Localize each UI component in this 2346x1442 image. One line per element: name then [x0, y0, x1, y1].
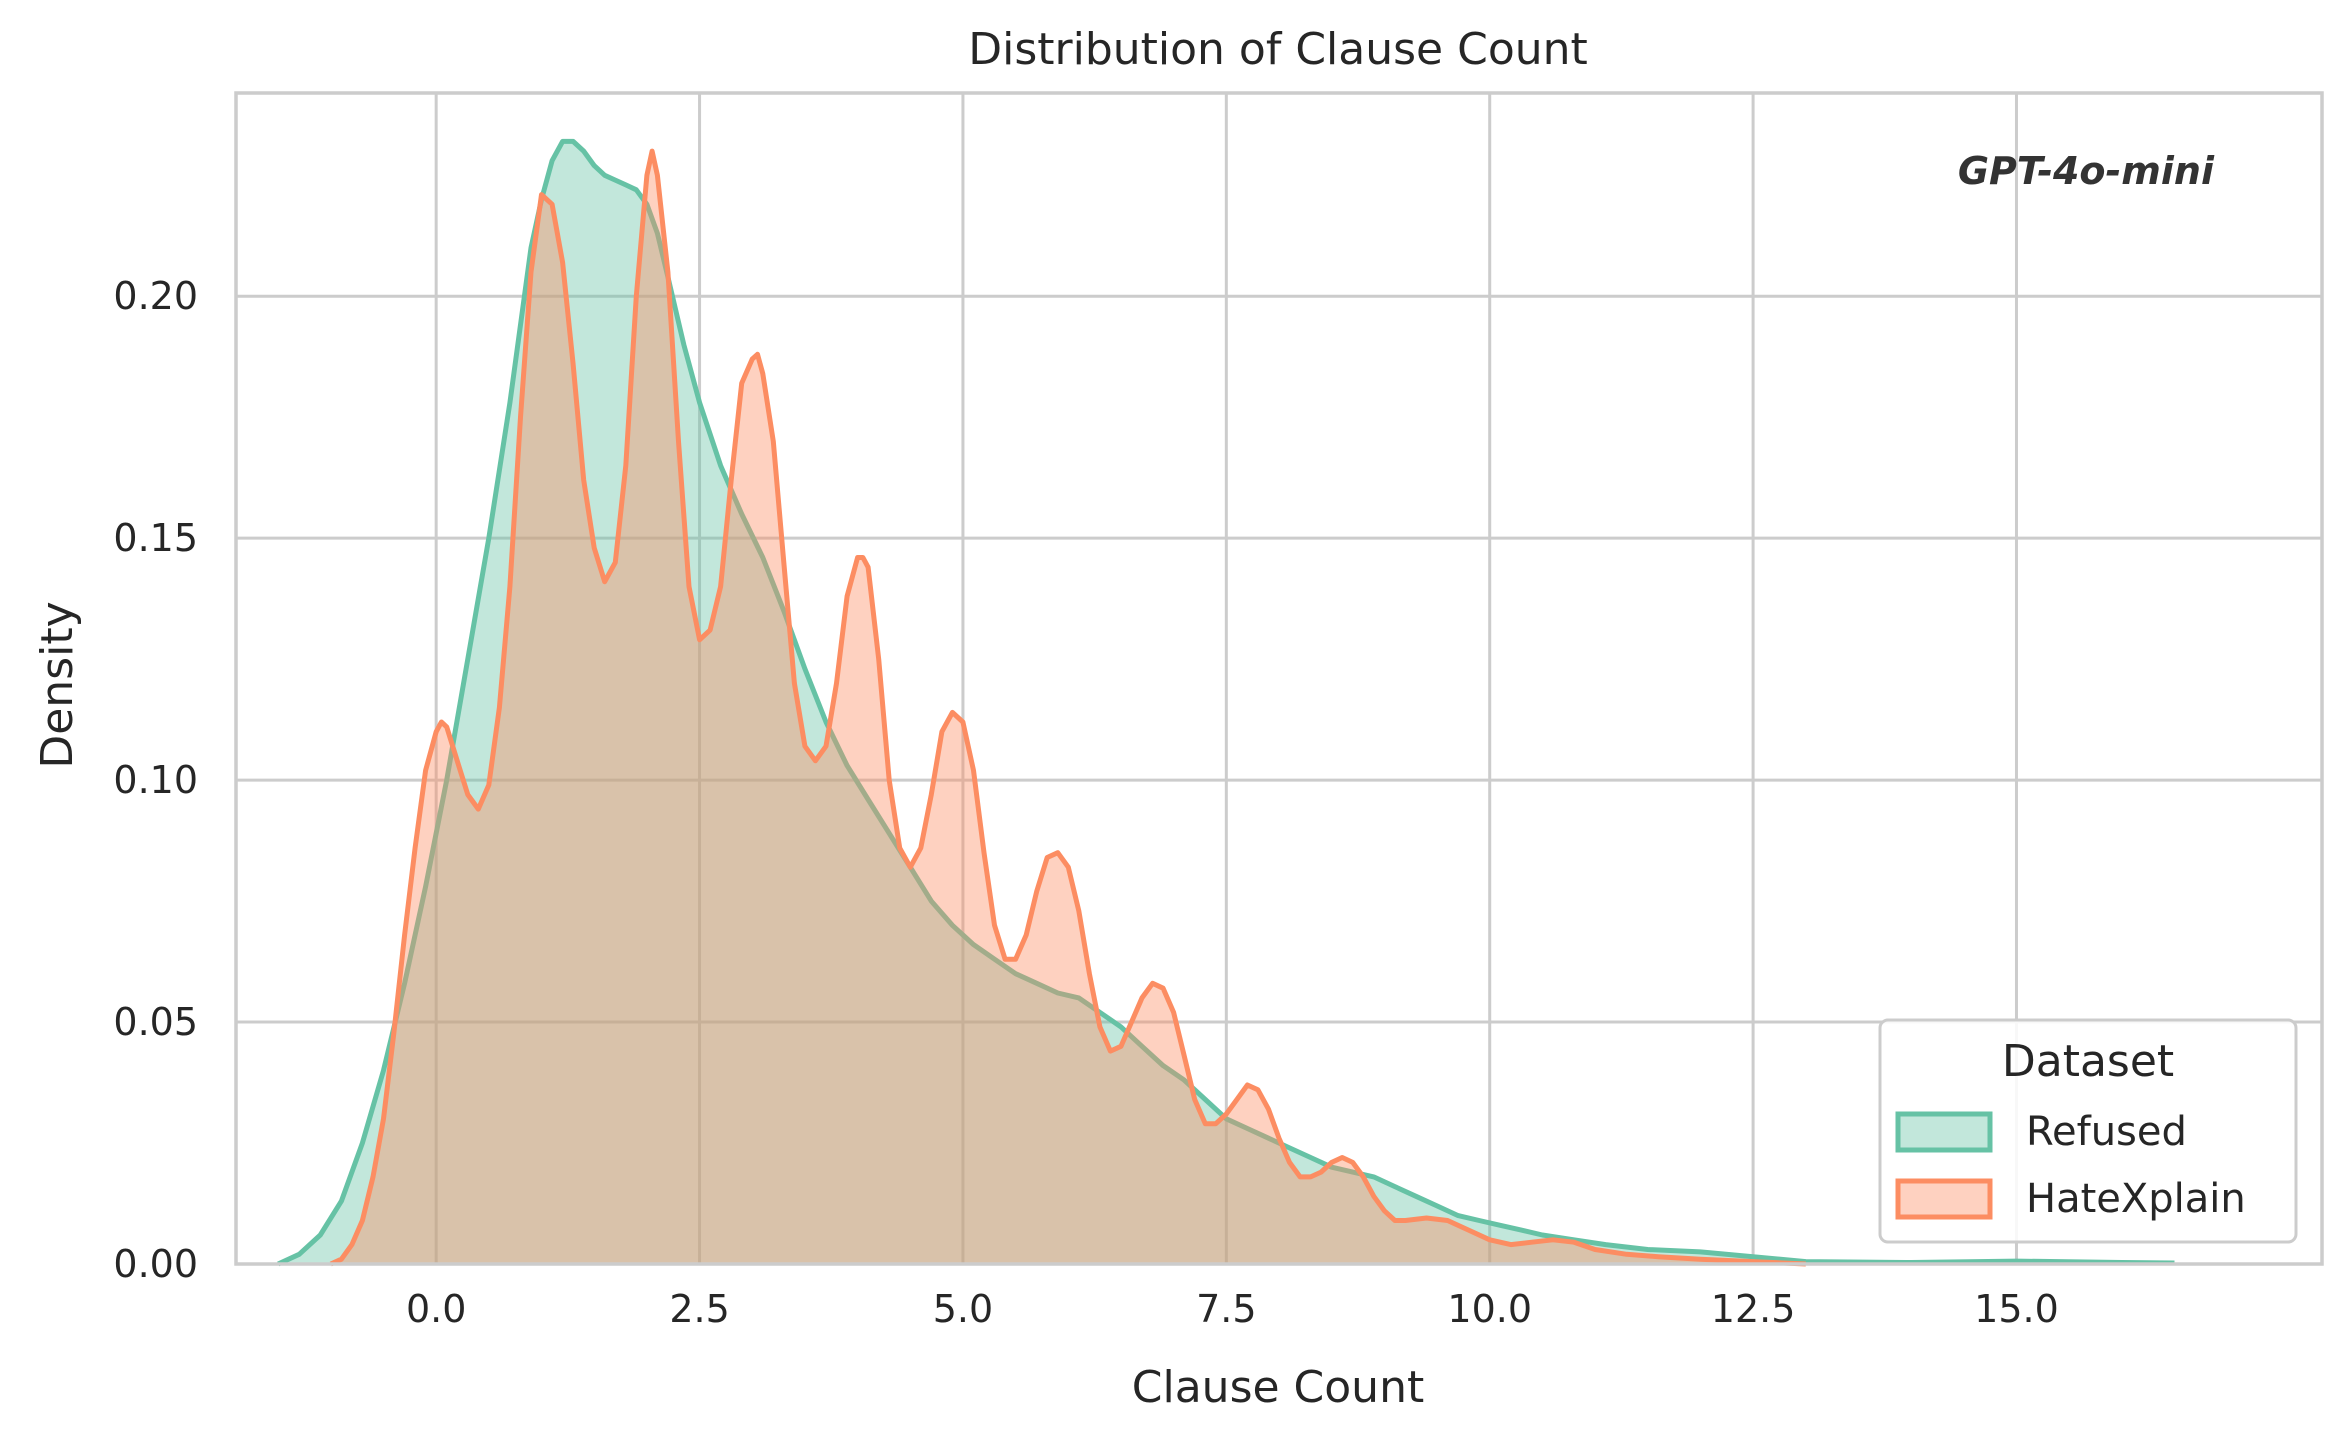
y-tick-label: 0.15 [113, 516, 198, 560]
y-tick-label: 0.05 [113, 1000, 198, 1044]
x-axis-label: Clause Count [1132, 1362, 1424, 1413]
y-tick-label: 0.20 [113, 274, 198, 318]
y-axis-label: Density [32, 601, 83, 768]
series-line-hatexplain [329, 148, 1806, 1267]
series-area-refused [278, 141, 2175, 1264]
x-tick-label: 2.5 [669, 1287, 729, 1331]
x-tick-labels: 0.0 2.5 5.0 7.5 10.0 12.5 15.0 [406, 1287, 2059, 1331]
legend-swatch-refused [1895, 1111, 1993, 1153]
plot-frame [234, 91, 2324, 1266]
x-tick-label: 7.5 [1196, 1287, 1256, 1331]
x-tick-label: 12.5 [1711, 1287, 1796, 1331]
series-area-hatexplain [330, 151, 1806, 1265]
legend-box [1878, 1018, 2298, 1244]
model-annotation: GPT-4o-mini [1958, 149, 2215, 193]
x-tick-label: 5.0 [933, 1287, 993, 1331]
legend-label-refused: Refused [2026, 1109, 2187, 1155]
series-group [277, 138, 2175, 1267]
x-tick-label: 0.0 [406, 1287, 466, 1331]
y-tick-label: 0.00 [113, 1242, 198, 1286]
chart-title: Distribution of Clause Count [968, 24, 1588, 75]
legend-title: Dataset [2002, 1036, 2174, 1087]
x-tick-label: 15.0 [1974, 1287, 2059, 1331]
y-tick-label: 0.10 [113, 758, 198, 802]
legend-label-hatexplain: HateXplain [2026, 1176, 2246, 1222]
legend-swatch-hatexplain [1895, 1178, 1993, 1220]
legend: Dataset Refused HateXplain [1878, 1018, 2298, 1244]
x-tick-label: 10.0 [1447, 1287, 1532, 1331]
y-tick-labels: 0.00 0.05 0.10 0.15 0.20 [113, 274, 198, 1286]
